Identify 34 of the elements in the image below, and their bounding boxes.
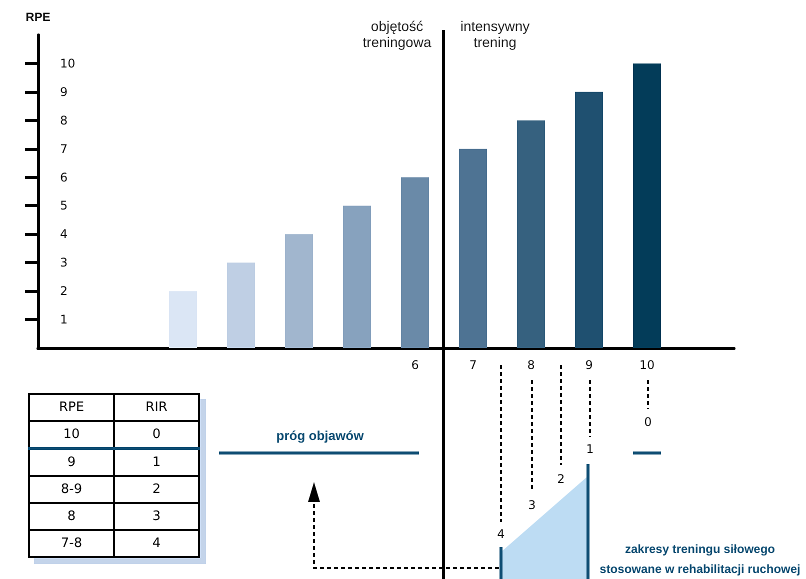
y-tick-label: 2 xyxy=(60,284,68,298)
text: 4 xyxy=(114,530,199,557)
text: 3 xyxy=(527,498,537,512)
y-tick-label: 8 xyxy=(60,113,68,128)
y-tick-label: 5 xyxy=(60,198,68,213)
y-tick-label: 7 xyxy=(60,142,68,156)
y-tick-label: 10 xyxy=(60,56,76,70)
text: 8-9 xyxy=(29,476,114,503)
y-tick-label: 1 xyxy=(60,312,68,327)
x-tick-label: 7 xyxy=(469,358,477,372)
y-tick-label: 3 xyxy=(60,256,68,270)
x-tick-label: 9 xyxy=(585,358,593,372)
annotation: intensywny trening xyxy=(459,18,531,50)
text: RPE xyxy=(29,394,114,421)
text: RIR xyxy=(114,394,199,421)
x-tick-label: 8 xyxy=(527,358,535,372)
text: 4 xyxy=(496,527,506,541)
y-axis-title: RPE xyxy=(26,10,50,24)
text: 2 xyxy=(114,476,199,503)
y-tick-label: 4 xyxy=(60,227,68,242)
text: zakresy treningu siłowego stosowane w rehabilitacji ruchowej xyxy=(598,541,802,578)
text: 1 xyxy=(114,448,199,476)
text: 2 xyxy=(556,472,566,486)
text: próg objawów xyxy=(275,428,365,443)
text: 7-8 xyxy=(29,530,114,557)
y-tick-label: 6 xyxy=(60,170,68,184)
text: 1 xyxy=(585,442,595,456)
text: 0 xyxy=(114,421,199,448)
x-tick-label: 10 xyxy=(639,358,655,372)
y-tick-label: 9 xyxy=(60,84,68,99)
x-tick-label: 6 xyxy=(411,358,419,372)
text: 0 xyxy=(643,415,653,429)
text: 3 xyxy=(114,503,199,530)
annotation: objętość treningowa xyxy=(362,18,432,50)
